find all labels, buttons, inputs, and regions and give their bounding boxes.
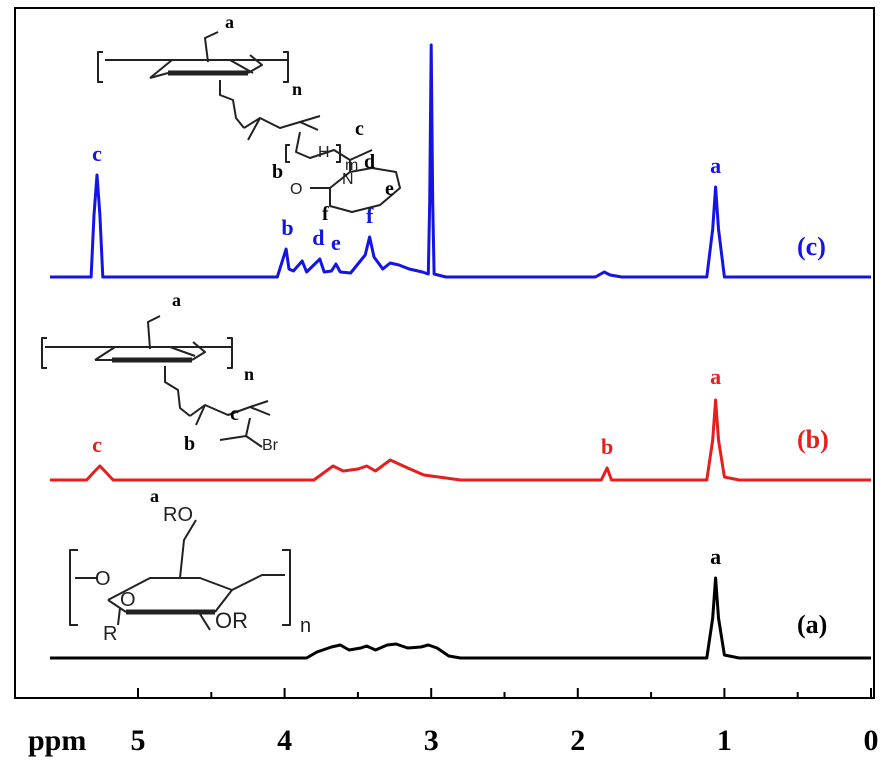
structure-a-label-O2: O (120, 589, 136, 611)
peak-label: f (366, 203, 374, 228)
structure-c-label-b: b (272, 161, 283, 183)
structure-a-label-n: n (300, 615, 311, 637)
x-tick-label: 3 (424, 724, 439, 757)
x-tick-label: 5 (131, 724, 146, 757)
structure-b-label-c: c (230, 403, 239, 425)
spectra (50, 43, 871, 660)
peak-label: b (281, 215, 293, 240)
peak-label: a (710, 153, 721, 178)
structure-b-label-n: n (244, 364, 254, 384)
structure-a-label-R: R (103, 623, 117, 645)
structure-c-label-a: a (225, 12, 234, 32)
structure-b-label-a: a (172, 290, 181, 310)
peak-label: d (312, 225, 324, 250)
peak-label: a (710, 544, 721, 569)
structure-c-label-O: O (290, 181, 302, 198)
plot-frame (14, 7, 875, 699)
structure-a-label-O1: O (95, 568, 111, 590)
x-axis: 5 4 3 2 1 0 (131, 688, 879, 757)
x-tick-label: 4 (277, 724, 292, 757)
trace-label: (c) (797, 232, 826, 261)
structure-c-label-f: f (322, 203, 329, 225)
spectrum-line (50, 43, 871, 279)
x-tick-label: 2 (570, 724, 585, 757)
structure-c-label-e: e (385, 178, 394, 200)
peak-label: b (601, 434, 613, 459)
x-tick-label: 0 (864, 724, 879, 757)
peak-label: c (92, 432, 102, 457)
structure-a-label-RO: RO (163, 504, 193, 526)
structure-c-label-H: H (318, 144, 330, 161)
structure-c-label-d: d (364, 151, 375, 173)
peak-label: a (710, 364, 721, 389)
trace-label: (a) (797, 610, 827, 639)
structure-a: a RO O O R OR n (69, 486, 311, 645)
structure-b-label-b: b (184, 433, 195, 455)
structure-b: a n c b Br (41, 290, 279, 455)
structure-b-label-Br: Br (262, 437, 279, 454)
structure-a-label-OR: OR (215, 608, 248, 633)
spectrum-line (50, 398, 871, 482)
structure-c-label-n: n (292, 79, 302, 99)
x-tick-label: 1 (717, 724, 732, 757)
structure-c-label-m: m (345, 157, 358, 174)
structure-c-label-N: N (342, 171, 354, 188)
structure-c-label-c: c (355, 118, 364, 140)
trace-labels: (c) (b) (a) (797, 232, 829, 639)
spectrum-line (50, 576, 871, 660)
structure-a-label-a: a (150, 486, 159, 506)
peak-label: c (92, 141, 102, 166)
peak-label: e (331, 230, 341, 255)
trace-label: (b) (797, 425, 829, 454)
structure-c: a n c b H m d N O e f (97, 12, 401, 225)
x-axis-unit-label: ppm (28, 724, 86, 757)
